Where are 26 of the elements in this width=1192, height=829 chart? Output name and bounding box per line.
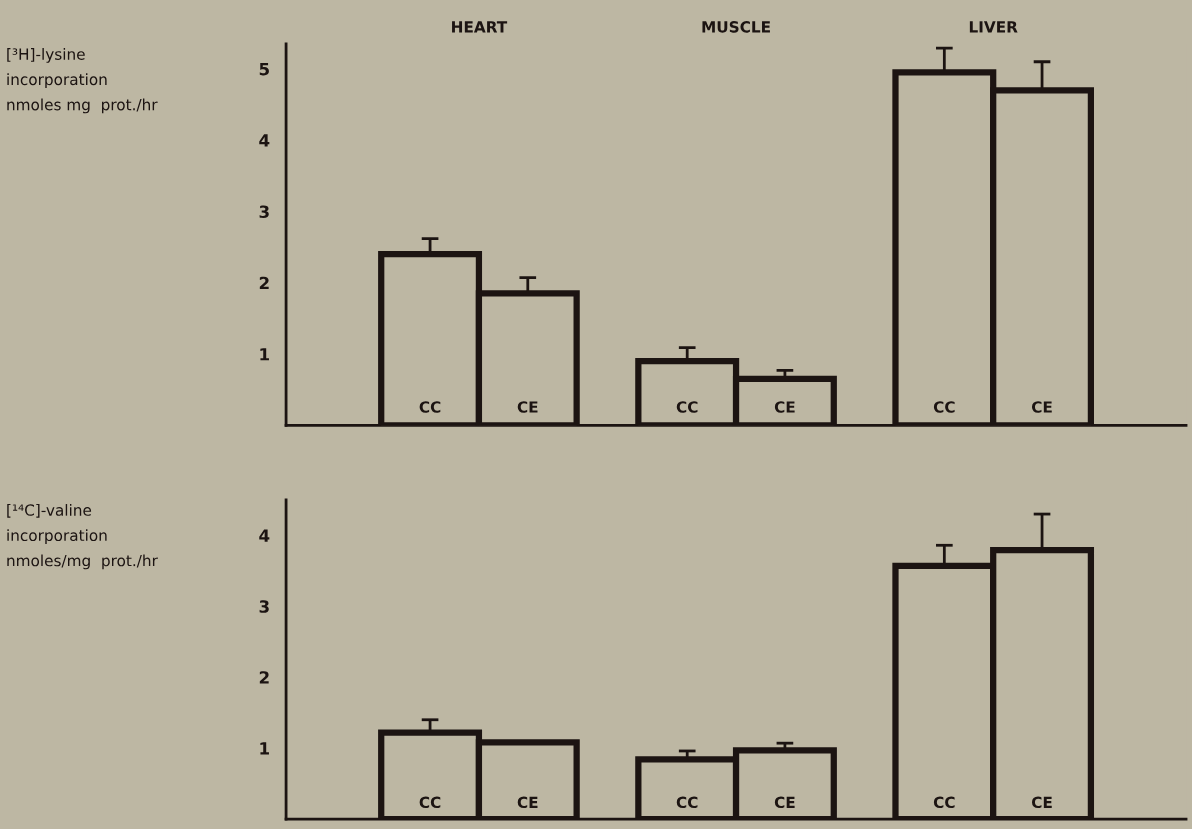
series-label: CC [419,796,441,809]
text: CE [1031,796,1052,809]
series-label: CE [517,796,538,809]
text: CE [1031,401,1052,413]
text: CE [774,796,795,809]
y-tick-label: 1 [260,348,269,361]
y-axis-title: [¹⁴C]-valine incorporation nmoles/mg prot./hr [7,504,158,570]
series-label: CC [419,401,441,413]
y-tick-label: 1 [260,742,269,755]
text: CC [676,796,698,809]
text: CC [933,401,955,413]
y-tick-label: 3 [259,205,269,219]
text: CE [774,401,795,413]
y-tick-label: 5 [259,63,269,76]
text: CC [676,401,698,413]
x-tick-label: LIVER [969,21,1018,33]
y-axis-title: [³H]-lysine incorporation nmoles mg prot./hr [7,48,158,114]
x-tick-label: HEART [452,21,508,33]
x-tick-label: MUSCLE [702,21,770,33]
y-tick-label: 4 [259,529,270,542]
series-label: CE [517,401,538,413]
y-tick-label: 4 [259,134,270,147]
text: CC [933,796,955,809]
y-tick-label: 2 [259,671,269,684]
y-tick-label: 2 [259,276,269,290]
y-tick-label: 3 [259,600,269,613]
